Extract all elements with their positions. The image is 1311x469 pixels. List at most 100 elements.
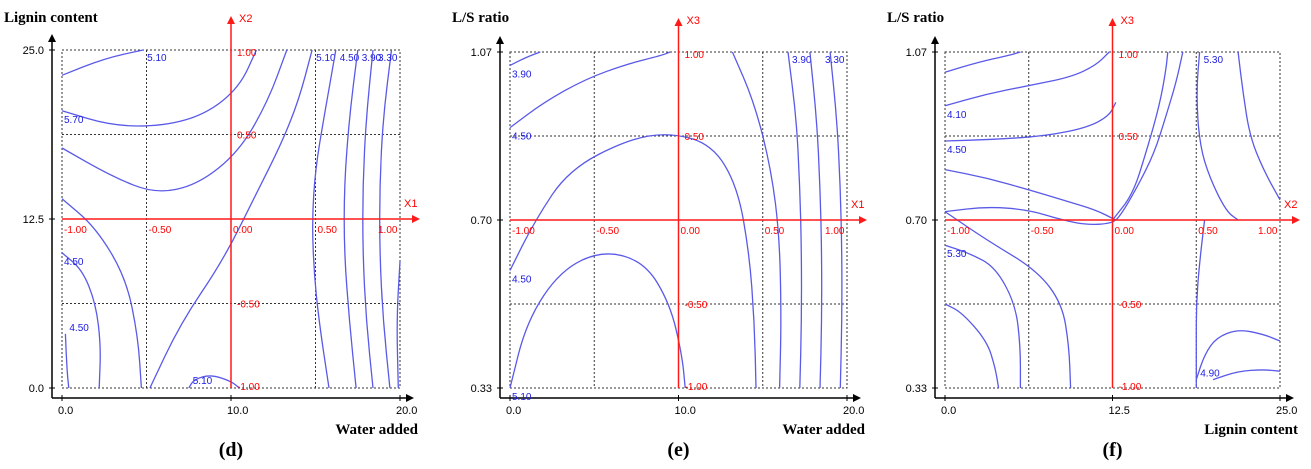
panel-1-contour-line (312, 49, 337, 389)
panel-2-contour-line (509, 134, 757, 389)
panel-3-contour-level-label: 4.10 (947, 110, 967, 121)
panel-3-contour-line (944, 102, 1117, 142)
panel-3-x-tick-label: 25.0 (1276, 405, 1297, 417)
panel-3-coded-x-tick: -1.00 (947, 226, 970, 237)
panel-3-contour-line (944, 168, 1117, 221)
panel-1-coded-x-tick: 0.00 (233, 225, 253, 236)
panel-2-contour-line (809, 51, 823, 389)
panel-2-coded-horizontal-name: X1 (851, 199, 864, 211)
panel-1-contour-level-label: 3.30 (378, 53, 398, 64)
panel-2-contour-line (509, 51, 671, 129)
panel-3-contour-line (944, 303, 1000, 389)
panel-1-contour-line (61, 49, 288, 192)
panel-2-coded-y-tick: 1.00 (685, 50, 705, 61)
panel-2-coded-x-tick: 1.00 (825, 226, 845, 237)
panel-2-y-axis-arrow (496, 36, 504, 44)
panel-1-contour-line (379, 49, 393, 389)
panel-3-y-tick-label: 1.07 (906, 47, 927, 59)
panel-1-y-tick-label: 0.0 (29, 383, 44, 395)
panel-2-x-tick-label: 10.0 (675, 405, 696, 417)
panel-1-coded-y-tick: 0.50 (237, 131, 257, 142)
panel-1-x-axis-title: Water added (335, 422, 418, 438)
panel-3-coded-horizontal-name: X2 (1284, 199, 1297, 211)
panel-1-coded-x-tick: 0.50 (318, 225, 338, 236)
panel-2-y-tick-label: 0.33 (471, 383, 492, 395)
panel-1-contour-line (61, 49, 257, 127)
panel-3-y-axis-title: L/S ratio (887, 10, 944, 26)
panel-1-y-tick-label: 12.5 (23, 214, 44, 226)
panel-2-coded-x-tick: 0.50 (765, 226, 785, 237)
panel-2-y-tick-label: 1.07 (471, 47, 492, 59)
panel-1-coded-y-tick: -0.50 (237, 300, 260, 311)
panel-3-coded-y-tick: 1.00 (1119, 50, 1139, 61)
panel-2-y-axis-title: L/S ratio (452, 10, 509, 26)
panel-3-contour-line (1195, 219, 1206, 388)
panel-2-contour-line (509, 253, 686, 389)
panel-3-coded-vertical-name: X3 (1121, 15, 1134, 27)
panel-1-contour-level-label: 4.50 (340, 53, 360, 64)
panel-1-coded-vertical-arrow (227, 16, 235, 24)
panel-3-contour-line (1111, 51, 1169, 221)
panel-2-panel-label: (e) (667, 439, 689, 461)
panel-2-contour-line (509, 51, 541, 66)
panel-2-coded-x-tick: -1.00 (512, 226, 535, 237)
panel-3-coded-x-tick: 0.50 (1198, 226, 1218, 237)
panel-1-coded-x-tick: 1.00 (378, 225, 398, 236)
panel-3-contour-level-label: 4.50 (947, 145, 967, 156)
panel-2-coded-y-tick: 0.50 (685, 132, 705, 143)
panel-1-coded-vertical-name: X2 (239, 13, 252, 25)
panel-1-contour-line (188, 375, 240, 389)
panel-2-coded-vertical-name: X3 (687, 15, 700, 27)
panel-3-x-tick-label: 0.0 (941, 405, 956, 417)
panel-1-contour-line (61, 49, 144, 76)
panel-1-contour-line (61, 198, 143, 389)
panel-1-x-axis-arrow (406, 394, 414, 402)
panel-2-coded-vertical-arrow (674, 18, 683, 26)
panel-2-contour-level-label: 5.10 (512, 392, 532, 403)
panel-1-contour-line (362, 49, 374, 389)
panel-2-coded-y-tick: -1.00 (685, 382, 708, 393)
panel-3-coded-x-tick: 1.00 (1258, 226, 1278, 237)
panel-3-contour-line (944, 244, 1022, 388)
panel-1-x-tick-label: 20.0 (396, 405, 417, 417)
panel-3-x-axis-arrow (1286, 394, 1294, 402)
panel-2-contour-line (787, 51, 803, 389)
panel-3-x-tick-label: 12.5 (1109, 405, 1130, 417)
panel-3-contour-line (944, 51, 1184, 226)
panel-3-contour-line (1212, 369, 1281, 381)
panel-2-coded-x-tick: 0.00 (681, 226, 701, 237)
panel-2-x-axis-arrow (853, 394, 861, 402)
panel-2-x-axis-title: Water added (782, 422, 865, 438)
panel-1-x-tick-label: 10.0 (227, 405, 248, 417)
panel-2-coded-x-tick: -0.50 (596, 226, 619, 237)
panel-2-contour-level-label: 4.50 (512, 132, 532, 143)
panel-2-y-tick-label: 0.70 (471, 215, 492, 227)
panel-3-y-axis-arrow (931, 36, 939, 44)
panel-2-contour-level-label: 3.90 (792, 55, 812, 66)
panel-2-x-tick-label: 20.0 (843, 405, 864, 417)
panel-1-contour-level-label: 4.50 (69, 323, 89, 334)
panel-3-contour-level-label: 4.90 (1200, 369, 1220, 380)
panel-3-contour-line (1196, 51, 1239, 221)
panel-3-contour-line (944, 51, 1110, 107)
panel-2-contour-level-label: 3.30 (825, 55, 845, 66)
panel-2-coded-y-tick: -0.50 (685, 300, 708, 311)
panel-1-x-tick-label: 0.0 (58, 405, 73, 417)
panel-1-coded-horizontal-name: X1 (404, 198, 417, 210)
panel-1-y-tick-label: 25.0 (23, 45, 44, 57)
panel-3-coded-y-tick: -0.50 (1119, 300, 1142, 311)
panel-3-y-tick-label: 0.70 (906, 215, 927, 227)
panel-3-y-tick-label: 0.33 (906, 383, 927, 395)
panel-3-coded-y-tick: 0.50 (1119, 132, 1139, 143)
panel-1-coded-y-tick: -1.00 (237, 382, 260, 393)
panel-1-panel-label: (d) (219, 439, 243, 461)
panel-1-contour-level-label: 5.70 (64, 115, 84, 126)
panel-1-contour-line (64, 333, 70, 389)
panel-1-contour-line (149, 49, 313, 389)
panel-1-coded-y-tick: 1.00 (237, 48, 257, 59)
panel-3-contour-level-label: 5.30 (947, 249, 967, 260)
panel-3-coded-vertical-arrow (1108, 18, 1117, 26)
panel-3-contour-line (1195, 330, 1281, 380)
panel-1-contour-level-label: 5.10 (193, 376, 213, 387)
